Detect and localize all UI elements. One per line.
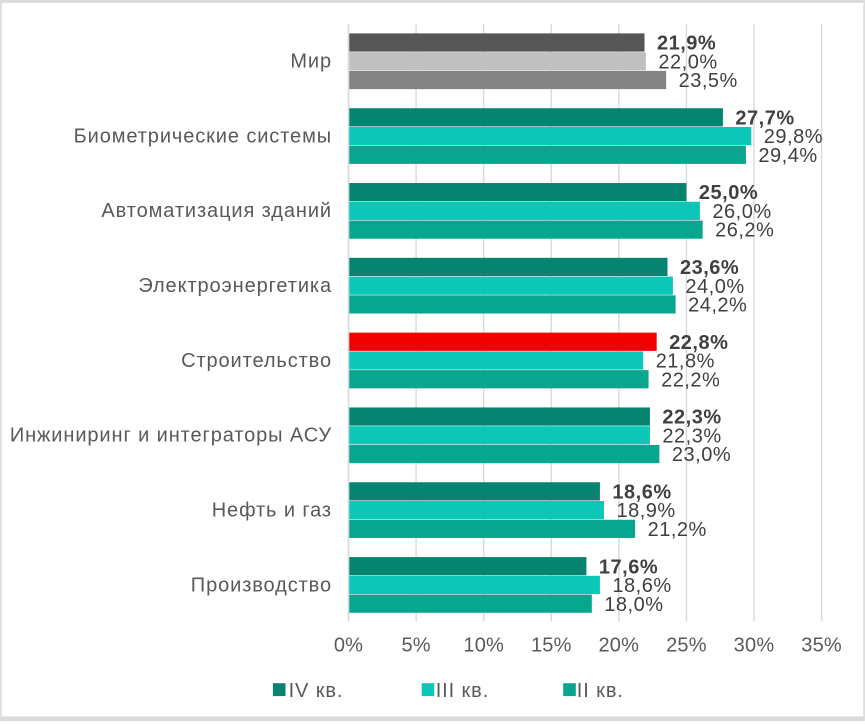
svg-text:0%: 0% [334, 635, 363, 657]
svg-text:25,0%: 25,0% [699, 182, 758, 204]
svg-text:Мир: Мир [290, 51, 332, 73]
svg-text:21,8%: 21,8% [656, 351, 715, 373]
svg-text:II кв.: II кв. [577, 680, 624, 702]
svg-text:24,2%: 24,2% [688, 295, 747, 317]
svg-text:23,6%: 23,6% [680, 257, 739, 279]
svg-text:20%: 20% [598, 635, 639, 657]
svg-text:IV кв.: IV кв. [289, 680, 344, 702]
svg-text:17,6%: 17,6% [599, 556, 658, 578]
svg-text:Производство: Производство [191, 574, 332, 596]
svg-text:26,0%: 26,0% [712, 201, 771, 223]
svg-text:III кв.: III кв. [436, 680, 489, 702]
svg-text:23,0%: 23,0% [672, 444, 731, 466]
svg-text:Биометрические системы: Биометрические системы [74, 125, 332, 147]
svg-text:Строительство: Строительство [181, 350, 332, 372]
svg-text:27,7%: 27,7% [735, 107, 794, 129]
svg-text:Электроэнергетика: Электроэнергетика [138, 275, 332, 297]
svg-text:30%: 30% [734, 635, 775, 657]
svg-text:22,8%: 22,8% [669, 332, 728, 354]
svg-text:29,4%: 29,4% [758, 145, 817, 167]
svg-text:21,9%: 21,9% [657, 33, 716, 55]
svg-text:5%: 5% [401, 635, 430, 657]
svg-text:Нефть и газ: Нефть и газ [212, 500, 332, 522]
svg-text:22,3%: 22,3% [662, 407, 721, 429]
svg-text:25%: 25% [666, 635, 707, 657]
svg-text:22,3%: 22,3% [662, 425, 721, 447]
svg-text:10%: 10% [463, 635, 504, 657]
svg-text:22,0%: 22,0% [658, 51, 717, 73]
svg-text:18,9%: 18,9% [617, 500, 676, 522]
svg-text:Инжиниринг и интеграторы АСУ: Инжиниринг и интеграторы АСУ [10, 425, 332, 447]
svg-text:29,8%: 29,8% [764, 126, 823, 148]
svg-text:18,6%: 18,6% [612, 482, 671, 504]
svg-text:21,2%: 21,2% [648, 519, 707, 541]
svg-text:26,2%: 26,2% [715, 220, 774, 242]
svg-text:35%: 35% [801, 635, 842, 657]
svg-text:22,2%: 22,2% [661, 369, 720, 391]
svg-text:Автоматизация зданий: Автоматизация зданий [101, 200, 332, 222]
svg-text:15%: 15% [531, 635, 572, 657]
svg-text:18,6%: 18,6% [612, 575, 671, 597]
svg-text:24,0%: 24,0% [685, 276, 744, 298]
svg-text:18,0%: 18,0% [604, 594, 663, 616]
svg-text:23,5%: 23,5% [679, 70, 738, 92]
